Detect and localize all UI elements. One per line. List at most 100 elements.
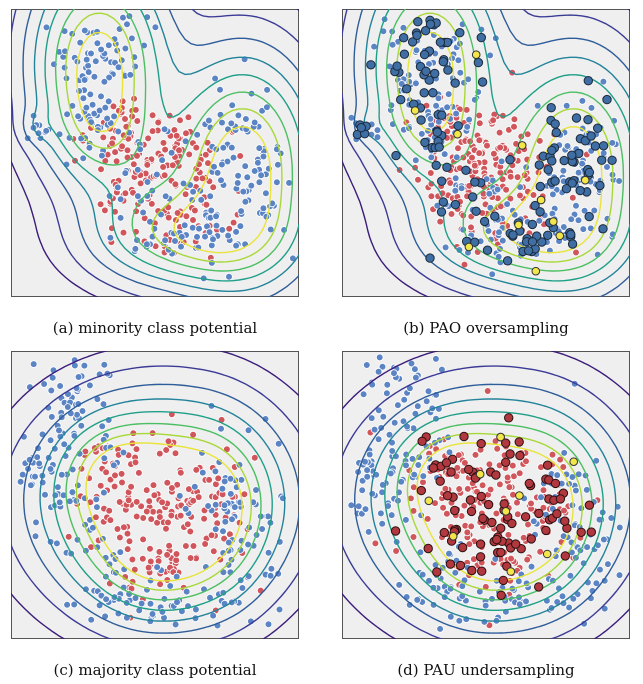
kept-majority-point	[555, 494, 566, 504]
minority-point	[177, 242, 185, 251]
majority-point	[164, 213, 173, 222]
majority-point	[471, 161, 479, 170]
synthetic-point	[550, 119, 560, 129]
minority-point	[134, 192, 142, 200]
minority-point	[218, 160, 226, 169]
minority-point	[615, 571, 624, 579]
kept-majority-point	[586, 527, 597, 537]
synthetic-point	[431, 160, 441, 171]
majority-point	[106, 579, 114, 588]
majority-point	[436, 217, 444, 226]
majority-point	[159, 139, 168, 147]
minority-point	[444, 90, 453, 98]
majority-point	[439, 504, 447, 512]
synthetic-point	[425, 253, 435, 263]
minority-point	[259, 204, 268, 213]
majority-point	[163, 551, 171, 559]
minority-point	[63, 110, 71, 119]
minority-point	[451, 568, 460, 577]
minority-point	[79, 94, 88, 102]
minority-point	[218, 485, 227, 493]
panel-d-plot	[342, 351, 630, 639]
synthetic-point	[468, 192, 478, 202]
majority-point	[519, 533, 528, 542]
minority-point	[93, 27, 101, 36]
majority-point	[496, 480, 504, 489]
majority-point	[516, 191, 524, 200]
minority-point	[98, 422, 106, 430]
highlight-point	[424, 496, 434, 506]
kept-majority-point	[477, 566, 487, 576]
majority-point	[112, 157, 121, 166]
kept-majority-point	[439, 527, 450, 538]
minority-point	[533, 102, 542, 110]
minority-point	[395, 581, 403, 589]
minority-point	[188, 223, 197, 232]
panel-c-plot	[11, 351, 299, 639]
highlight-point	[515, 491, 524, 500]
majority-point	[194, 493, 203, 501]
kept-majority-point	[464, 464, 474, 475]
synthetic-point	[546, 103, 556, 113]
synthetic-point	[420, 26, 431, 36]
synthetic-point	[453, 121, 463, 131]
majority-point	[486, 485, 495, 494]
majority-point	[123, 529, 132, 538]
minority-point	[374, 435, 383, 444]
minority-point	[243, 173, 252, 182]
synthetic-point	[470, 177, 480, 187]
majority-point	[443, 510, 451, 518]
panel-a-plot	[11, 9, 299, 297]
panel-b-plot	[342, 9, 630, 297]
minority-point	[402, 516, 410, 524]
minority-point	[73, 410, 81, 419]
minority-point	[603, 163, 611, 171]
minority-point	[244, 426, 253, 434]
majority-point	[139, 535, 147, 544]
minority-point	[218, 226, 227, 234]
majority-point	[475, 149, 484, 157]
caption-a: (a) minority class potential	[52, 319, 258, 337]
caption-c: (c) majority class potential	[53, 661, 257, 679]
minority-point	[34, 129, 43, 138]
synthetic-point	[455, 28, 465, 38]
majority-point	[161, 145, 169, 154]
minority-point	[274, 160, 282, 169]
minority-point	[493, 185, 502, 194]
minority-point	[390, 369, 398, 377]
minority-point	[204, 502, 212, 510]
minority-point	[255, 144, 264, 152]
majority-point	[201, 540, 209, 548]
kept-majority-point	[428, 463, 439, 473]
highlight-point	[496, 432, 505, 442]
minority-point	[358, 486, 367, 495]
minority-point	[578, 97, 587, 105]
minority-point	[208, 259, 216, 267]
kept-majority-point	[505, 449, 515, 459]
kept-majority-point	[423, 543, 433, 554]
highlight-point	[501, 507, 511, 516]
majority-point	[467, 223, 475, 232]
minority-point	[87, 49, 95, 58]
majority-point	[409, 533, 418, 541]
majority-point	[210, 547, 218, 556]
minority-point	[451, 174, 460, 183]
majority-point	[150, 491, 159, 500]
minority-point	[412, 46, 421, 55]
minority-point	[100, 78, 109, 86]
majority-point	[510, 123, 518, 131]
minority-point	[84, 68, 93, 76]
majority-point	[513, 173, 522, 181]
minority-point	[121, 169, 130, 177]
majority-point	[147, 515, 156, 523]
minority-point	[257, 171, 265, 180]
minority-point	[375, 353, 384, 362]
minority-point	[47, 413, 56, 421]
synthetic-point	[595, 180, 605, 191]
minority-point	[27, 481, 35, 490]
majority-point	[485, 460, 494, 469]
synthetic-point	[598, 141, 609, 151]
minority-point	[273, 178, 281, 187]
minority-point	[84, 61, 92, 70]
synthetic-point	[437, 176, 447, 186]
